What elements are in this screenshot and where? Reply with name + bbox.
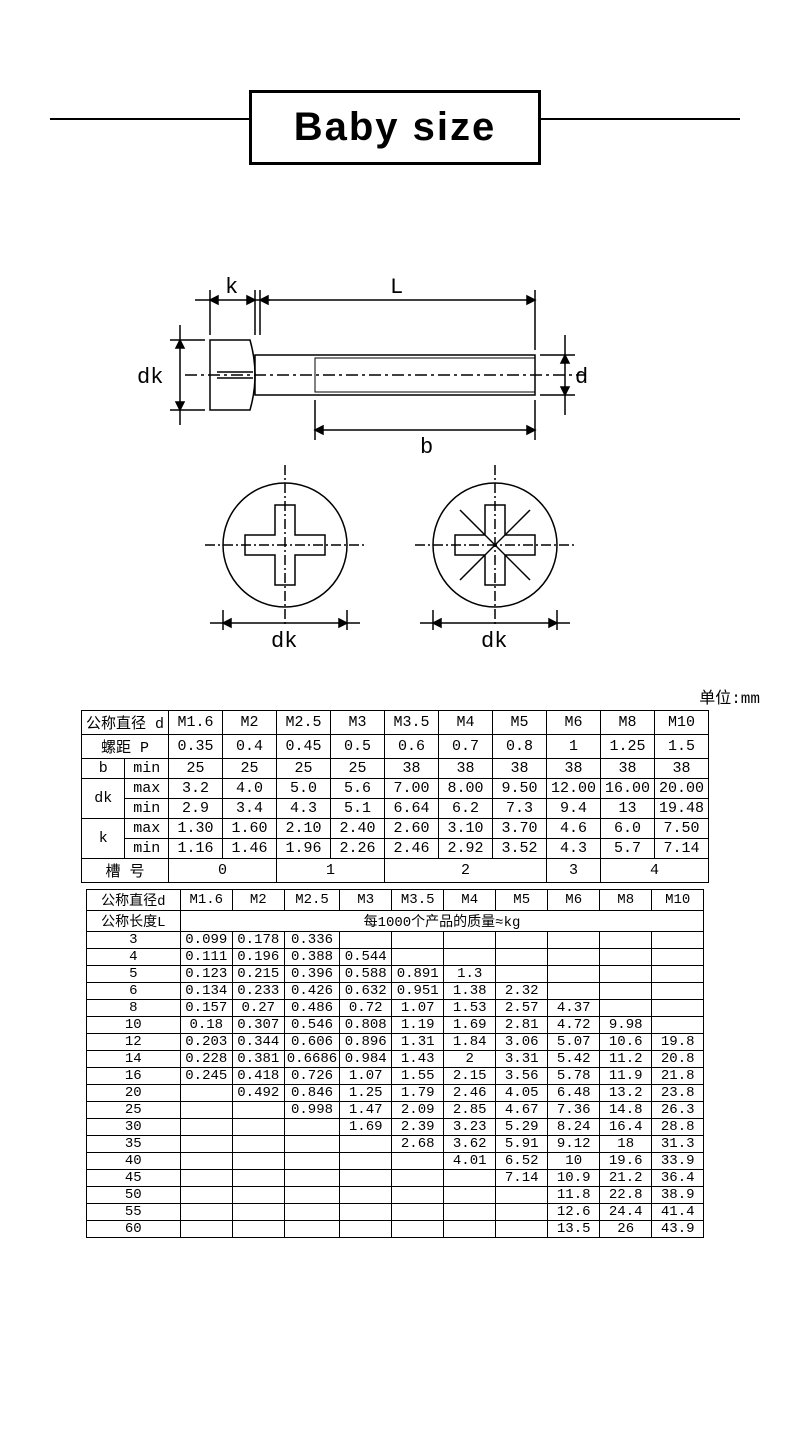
mass-table: 公称直径dM1.6M2M2.5M3M3.5M4M5M6M8M10公称长度L每10… — [86, 889, 704, 1238]
phillips-head: dk — [205, 465, 365, 654]
title-box: Baby size — [249, 90, 542, 165]
title-section: Baby size — [0, 0, 790, 205]
svg-text:dk: dk — [137, 365, 163, 390]
svg-text:L: L — [390, 275, 403, 300]
svg-text:dk: dk — [271, 629, 297, 654]
screw-diagram: k L dk d b — [0, 205, 790, 680]
svg-text:b: b — [420, 435, 433, 460]
spec-table: 公称直径 dM1.6M2M2.5M3M3.5M4M5M6M8M10螺距 P0.3… — [81, 710, 709, 883]
pozidriv-head: dk — [415, 465, 575, 654]
unit-label: 单位:mm — [0, 680, 790, 708]
svg-text:k: k — [225, 275, 238, 300]
dim-L: L — [260, 275, 535, 350]
svg-text:dk: dk — [481, 629, 507, 654]
dim-k: k — [195, 275, 270, 335]
svg-text:d: d — [575, 365, 588, 390]
dim-b: b — [315, 400, 535, 460]
page-title: Baby size — [294, 105, 497, 149]
screw-side-view — [185, 340, 585, 410]
